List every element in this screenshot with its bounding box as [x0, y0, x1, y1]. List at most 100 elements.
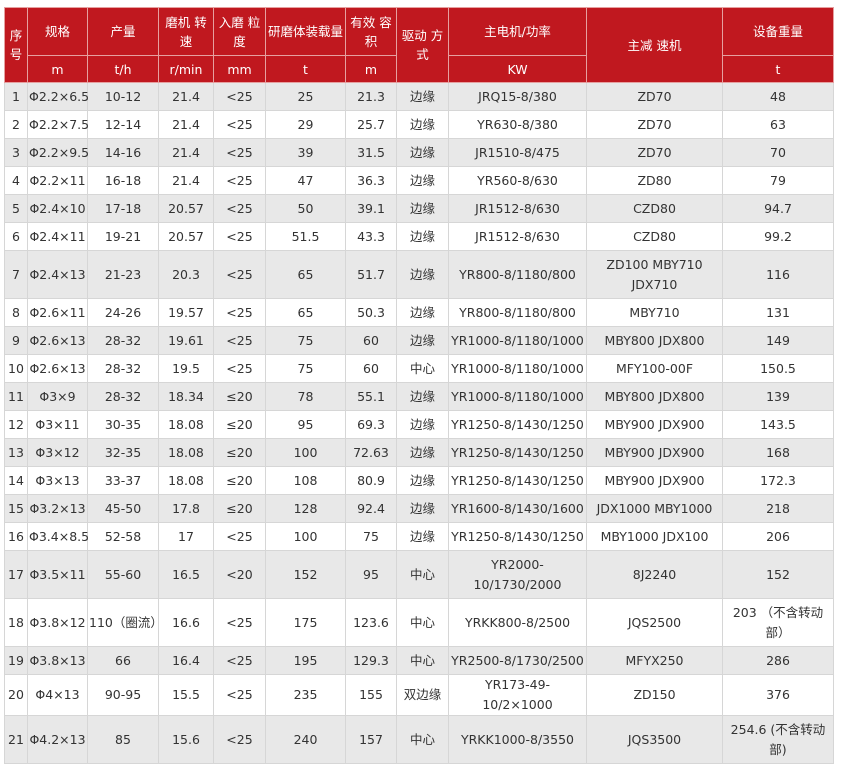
- cell-feed-size: <25: [213, 194, 266, 223]
- cell-spec: Φ2.2×6.5: [27, 82, 89, 111]
- cell-motor: YR630-8/380: [448, 110, 587, 139]
- cell-reducer: MBY900 JDX900: [586, 438, 723, 467]
- cell-motor: YR1000-8/1180/1000: [448, 354, 587, 383]
- cell-reducer: ZD70: [586, 138, 723, 167]
- cell-motor: YR2500-8/1730/2500: [448, 646, 587, 675]
- cell-speed: 21.4: [158, 138, 214, 167]
- cell-reducer: CZD80: [586, 222, 723, 251]
- cell-drive: 边缘: [396, 298, 449, 327]
- cell-index: 3: [4, 138, 28, 167]
- cell-media-load: 152: [265, 550, 346, 599]
- cell-drive: 边缘: [396, 466, 449, 495]
- cell-weight: 376: [722, 674, 834, 716]
- cell-volume: 155: [345, 674, 397, 716]
- cell-drive: 双边缘: [396, 674, 449, 716]
- table-row: 2 Φ2.2×7.5 12-14 21.4 <25 29 25.7 边缘 YR630-8/380…: [4, 110, 834, 139]
- cell-volume: 129.3: [345, 646, 397, 675]
- cell-drive: 中心: [396, 598, 449, 647]
- unit-volume: m: [345, 55, 397, 83]
- cell-spec: Φ3×11: [27, 410, 88, 439]
- cell-volume: 51.7: [345, 250, 397, 299]
- cell-weight: 152: [722, 550, 834, 599]
- cell-drive: 边缘: [396, 410, 449, 439]
- cell-feed-size: <25: [213, 250, 266, 299]
- cell-index: 4: [4, 166, 28, 195]
- cell-reducer: MFYX250: [586, 646, 723, 675]
- cell-reducer: MBY710: [586, 298, 723, 327]
- cell-weight: 143.5: [722, 410, 834, 439]
- cell-speed: 19.5: [158, 354, 214, 383]
- cell-output: 12-14: [87, 110, 159, 139]
- cell-drive: 边缘: [396, 194, 449, 223]
- cell-volume: 69.3: [345, 410, 397, 439]
- cell-feed-size: <25: [213, 110, 266, 139]
- cell-speed: 21.4: [158, 110, 214, 139]
- table-row: 20 Φ4×13 90-95 15.5 <25 235 155 双边缘 YR173-49-10/…: [4, 674, 834, 716]
- cell-volume: 25.7: [345, 110, 397, 139]
- cell-drive: 边缘: [396, 438, 449, 467]
- table-row: 21 Φ4.2×13 85 15.6 <25 240 157 中心 YRKK1000-8/355…: [4, 715, 834, 764]
- cell-feed-size: <25: [213, 166, 266, 195]
- cell-index: 18: [4, 598, 28, 647]
- cell-reducer: 8J2240: [586, 550, 723, 599]
- cell-index: 19: [4, 646, 28, 675]
- unit-output: t/h: [87, 55, 159, 83]
- cell-speed: 18.08: [158, 410, 214, 439]
- cell-drive: 边缘: [396, 82, 449, 111]
- cell-drive: 边缘: [396, 326, 449, 355]
- col-header-spec: 规格: [27, 7, 88, 56]
- cell-spec: Φ4×13: [27, 674, 88, 716]
- cell-volume: 92.4: [345, 494, 397, 523]
- cell-feed-size: <25: [213, 598, 266, 647]
- cell-weight: 70: [722, 138, 834, 167]
- table-row: 1 Φ2.2×6.5 10-12 21.4 <25 25 21.3 边缘 JRQ15-8/380…: [4, 82, 834, 111]
- cell-volume: 123.6: [345, 598, 397, 647]
- cell-spec: Φ2.6×13: [27, 354, 88, 383]
- cell-spec: Φ3.8×12: [27, 598, 88, 647]
- cell-media-load: 235: [265, 674, 346, 716]
- cell-feed-size: <25: [213, 354, 266, 383]
- cell-reducer: ZD70: [586, 110, 723, 139]
- cell-drive: 边缘: [396, 138, 449, 167]
- cell-output: 14-16: [87, 138, 159, 167]
- cell-speed: 19.57: [158, 298, 214, 327]
- cell-reducer: MBY800 JDX800: [586, 382, 723, 411]
- cell-volume: 36.3: [345, 166, 397, 195]
- cell-weight: 203 （不含转动部）: [722, 598, 834, 647]
- col-header-media-load: 研磨体装载量: [265, 7, 346, 56]
- col-header-feed-size: 入磨 粒度: [213, 7, 266, 56]
- cell-drive: 中心: [396, 550, 449, 599]
- cell-index: 16: [4, 522, 28, 551]
- col-header-volume: 有效 容积: [345, 7, 397, 56]
- table-row: 6 Φ2.4×11 19-21 20.57 <25 51.5 43.3 边缘 JR1512-8/…: [4, 222, 834, 251]
- cell-volume: 43.3: [345, 222, 397, 251]
- cell-drive: 中心: [396, 715, 449, 764]
- table-row: 18 Φ3.8×12 110（圈流） 16.6 <25 175 123.6 中心 YRKK800…: [4, 598, 834, 647]
- cell-weight: 172.3: [722, 466, 834, 495]
- cell-volume: 72.63: [345, 438, 397, 467]
- cell-output: 110（圈流）: [87, 598, 163, 647]
- cell-index: 12: [4, 410, 28, 439]
- cell-speed: 21.4: [158, 166, 214, 195]
- cell-media-load: 108: [265, 466, 346, 495]
- unit-weight: t: [722, 55, 834, 83]
- table-row: 14 Φ3×13 33-37 18.08 ≤20 108 80.9 边缘 YR1250-8/14…: [4, 466, 834, 495]
- cell-media-load: 175: [265, 598, 346, 647]
- cell-weight: 168: [722, 438, 834, 467]
- cell-output: 52-58: [87, 522, 159, 551]
- col-header-drive: 驱动 方式: [396, 7, 449, 83]
- cell-weight: 79: [722, 166, 834, 195]
- cell-volume: 60: [345, 354, 397, 383]
- unit-spec: m: [27, 55, 88, 83]
- cell-reducer: CZD80: [586, 194, 723, 223]
- cell-speed: 18.34: [158, 382, 214, 411]
- cell-output: 33-37: [87, 466, 159, 495]
- cell-volume: 55.1: [345, 382, 397, 411]
- cell-reducer: ZD70: [586, 82, 723, 111]
- cell-index: 11: [4, 382, 28, 411]
- cell-reducer: JDX1000 MBY1000: [586, 494, 723, 523]
- cell-speed: 20.57: [158, 222, 214, 251]
- cell-volume: 39.1: [345, 194, 397, 223]
- ball-mill-spec-table: 序号 规格 产量 磨机 转速 入磨 粒度 研磨体装载量 有效 容积 驱动 方式 …: [4, 7, 834, 764]
- cell-weight: 206: [722, 522, 834, 551]
